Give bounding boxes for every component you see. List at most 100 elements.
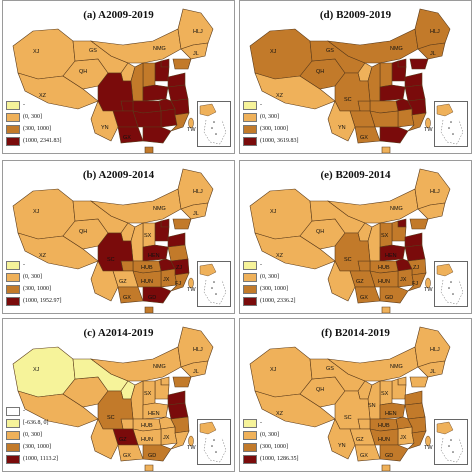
legend-swatch <box>6 296 20 306</box>
province-label-gd: GD <box>385 453 394 459</box>
province-label-hlj: HLJ <box>430 29 440 35</box>
province-nmg <box>326 188 419 224</box>
province-xj <box>12 28 76 80</box>
province-tw <box>425 277 431 289</box>
legend-entry: (300, 1000] <box>243 123 299 135</box>
province-label-xj: XJ <box>33 49 40 55</box>
legend-entry: - <box>243 259 296 271</box>
legend-swatch <box>243 112 257 122</box>
province-jl <box>417 42 446 60</box>
province-label-xz: XZ <box>39 93 47 99</box>
province-label-hun: HUN <box>141 437 153 443</box>
legend-swatch <box>243 418 257 428</box>
province-label-gd: GD <box>385 295 394 301</box>
legend-entry: (1000, 2336.2] <box>243 295 296 307</box>
province-hen <box>379 244 406 262</box>
province-label-jx: JX <box>163 435 170 441</box>
map-legend: - (0, 300] (300, 1000] (1000, 3619.83] <box>243 99 299 147</box>
province-fj <box>407 272 427 292</box>
province-label-xz: XZ <box>276 253 284 259</box>
legend-label: (1000, 1286.35] <box>260 456 299 462</box>
province-label-hlj: HLJ <box>430 189 440 195</box>
province-gd <box>379 286 409 304</box>
map-panel-e: (e) B2009-2014 XJ QH XZ NMG HLJ SX SC HEN HUB GZ HU… <box>239 160 472 314</box>
province-label-sx: SX <box>381 391 389 397</box>
legend-entry: (1000, 1286.35] <box>243 453 299 465</box>
province-label-gz: GZ <box>356 437 364 443</box>
province-fj <box>407 112 427 132</box>
legend-label: [-636.8, 0] <box>23 420 49 426</box>
province-nmg <box>326 346 419 382</box>
legend-swatch <box>243 272 257 282</box>
legend-label: (0, 300] <box>260 114 279 120</box>
province-label-hlj: HLJ <box>193 347 203 353</box>
panel-title: (a) A2009-2019 <box>83 9 154 21</box>
province-label-jl: JL <box>193 51 199 57</box>
province-label-zj: ZJ <box>176 265 183 271</box>
province-sd <box>404 232 423 248</box>
province-label-hen: HEN <box>148 411 160 417</box>
province-sd <box>404 390 423 406</box>
map-panel-d: (d) B2009-2019XJGSQHXZNMGHLJJLSCYNGXHANT… <box>239 0 472 154</box>
province-ln <box>172 58 192 70</box>
legend-entry: (1000, 1113.2] <box>6 453 58 465</box>
map-panel-c: (c) A2014-2019 XJ NMG HLJ JL SX SC HEN HUB HUN GZ J… <box>2 318 235 472</box>
province-label-qh: QH <box>316 69 325 75</box>
province-label-hun: HUN <box>378 437 390 443</box>
province-label-tw: TW <box>187 127 196 133</box>
province-jl <box>417 360 446 378</box>
inset-map <box>199 421 227 463</box>
province-label-gz: GZ <box>119 279 127 285</box>
legend-entry: - <box>6 405 58 417</box>
legend-swatch <box>243 124 257 134</box>
province-js <box>167 84 189 102</box>
province-fj <box>170 430 190 450</box>
china-map <box>12 326 214 471</box>
province-label-xj: XJ <box>33 367 40 373</box>
province-han <box>381 146 391 153</box>
province-label-sx: SX <box>144 233 152 239</box>
legend-swatch <box>6 112 20 122</box>
province-han <box>144 146 154 153</box>
province-ln <box>409 58 429 70</box>
province-sx <box>142 62 156 88</box>
province-label-tw: TW <box>424 445 433 451</box>
legend-label: (1000, 1113.2] <box>23 456 59 462</box>
province-label-gx: GX <box>360 135 368 141</box>
province-label-xj: XJ <box>33 209 40 215</box>
province-label-nmg: NMG <box>390 46 403 52</box>
legend-entry: (300, 1000] <box>6 123 62 135</box>
province-xj <box>12 188 76 240</box>
province-sd <box>167 232 186 248</box>
province-label-jl: JL <box>193 369 199 375</box>
province-label-jx: JX <box>163 277 170 283</box>
legend-swatch <box>6 454 20 464</box>
province-js <box>404 244 426 262</box>
china-map <box>249 326 451 471</box>
legend-swatch <box>6 406 20 416</box>
province-bj <box>160 376 170 386</box>
map-panel-f: (f) B2014-2019 XJ GS QH XZ NMG HLJ JL SX SN HEN SC H… <box>239 318 472 472</box>
south-china-sea-inset <box>434 101 468 147</box>
province-tw <box>188 277 194 289</box>
china-map <box>249 168 451 313</box>
province-label-hub: HUB <box>141 423 153 429</box>
province-label-sn: SN <box>368 403 376 409</box>
province-han <box>144 306 154 313</box>
legend-label: (300, 1000] <box>260 126 288 132</box>
map-legend: - (0, 300] (300, 1000] (1000, 1952.97] <box>6 259 62 307</box>
province-gd <box>142 126 172 144</box>
panel-title: (d) B2009-2019 <box>319 9 392 21</box>
province-label-nmg: NMG <box>390 364 403 370</box>
province-label-fj: FJ <box>175 281 182 287</box>
legend-entry: (0, 300] <box>6 111 62 123</box>
legend-label: (0, 300] <box>260 432 279 438</box>
province-label-gd: GD <box>148 453 157 459</box>
province-gd <box>142 286 172 304</box>
province-label-hub: HUB <box>378 265 390 271</box>
province-label-gz: GZ <box>119 437 127 443</box>
legend-entry: (300, 1000] <box>6 441 58 453</box>
province-label-sx: SX <box>381 233 389 239</box>
legend-label: (300, 1000] <box>23 444 51 450</box>
province-sd <box>404 72 423 88</box>
